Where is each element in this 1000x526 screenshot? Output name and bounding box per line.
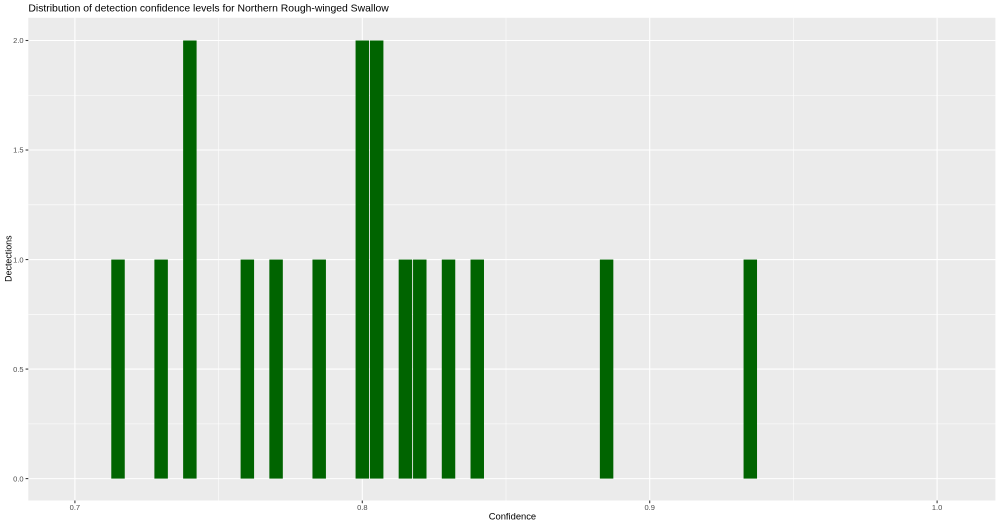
svg-text:1.0: 1.0 (932, 503, 942, 512)
svg-text:2.0: 2.0 (13, 36, 23, 45)
svg-text:Dectections: Dectections (3, 235, 13, 282)
svg-text:1.5: 1.5 (13, 146, 23, 155)
svg-text:0.5: 0.5 (13, 365, 23, 374)
svg-text:0.8: 0.8 (357, 503, 367, 512)
svg-text:0.0: 0.0 (13, 474, 23, 483)
svg-text:0.7: 0.7 (70, 503, 80, 512)
svg-text:Confidence: Confidence (489, 510, 536, 521)
svg-text:Distribution of detection conf: Distribution of detection confidence lev… (28, 4, 389, 15)
svg-text:1.0: 1.0 (13, 255, 23, 264)
svg-text:0.9: 0.9 (644, 503, 654, 512)
